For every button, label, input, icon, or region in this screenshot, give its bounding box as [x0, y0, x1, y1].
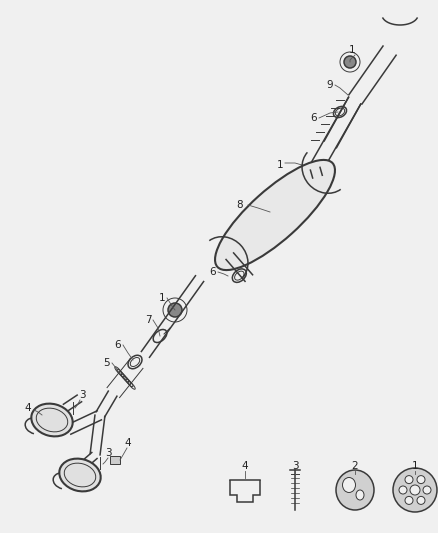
Bar	[35, 411, 45, 419]
Circle shape	[344, 56, 356, 68]
Circle shape	[168, 303, 182, 317]
Text: 1: 1	[277, 160, 283, 170]
Circle shape	[399, 486, 407, 494]
Text: 1: 1	[159, 293, 165, 303]
Circle shape	[417, 475, 425, 483]
Text: 8: 8	[237, 200, 244, 210]
Circle shape	[423, 486, 431, 494]
Circle shape	[410, 485, 420, 495]
Text: 4: 4	[25, 403, 31, 413]
Ellipse shape	[356, 490, 364, 500]
Ellipse shape	[215, 160, 335, 270]
Text: 7: 7	[145, 315, 151, 325]
Circle shape	[405, 496, 413, 504]
Text: 3: 3	[292, 461, 298, 471]
Text: 3: 3	[105, 448, 111, 458]
Text: 6: 6	[311, 113, 317, 123]
Text: 9: 9	[327, 80, 333, 90]
Ellipse shape	[336, 470, 374, 510]
Ellipse shape	[343, 478, 356, 492]
Text: 5: 5	[104, 358, 110, 368]
Text: 3: 3	[79, 390, 85, 400]
Circle shape	[313, 167, 327, 181]
Text: 4: 4	[125, 438, 131, 448]
Text: 1: 1	[412, 461, 418, 471]
Bar	[110, 456, 120, 464]
Ellipse shape	[31, 403, 73, 437]
Text: 6: 6	[210, 267, 216, 277]
Text: 2: 2	[352, 461, 358, 471]
Ellipse shape	[59, 458, 101, 491]
Text: 4: 4	[242, 461, 248, 471]
Circle shape	[393, 468, 437, 512]
Text: 1: 1	[349, 45, 355, 55]
Text: 6: 6	[115, 340, 121, 350]
Circle shape	[417, 496, 425, 504]
Circle shape	[405, 475, 413, 483]
